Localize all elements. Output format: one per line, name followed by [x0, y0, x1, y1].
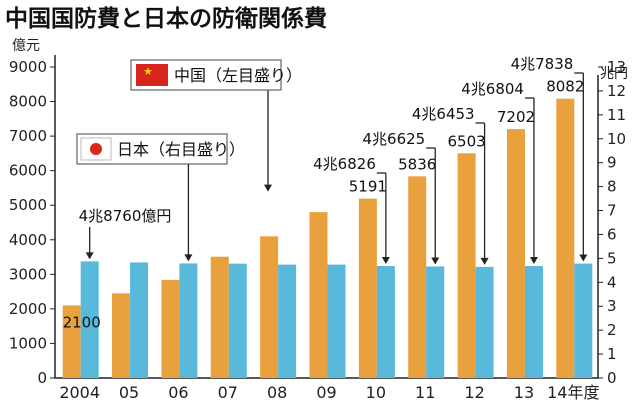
x-tick-label: 11: [415, 383, 435, 402]
japan-callout-arrow-arrowhead: [480, 257, 489, 265]
japan-callout-arrow-arrowhead: [85, 252, 94, 260]
japan-data-label: 4兆6453: [412, 105, 475, 123]
legend-japan-arrow-arrowhead: [184, 254, 193, 262]
legend-japan-note: （右目盛り）: [149, 140, 245, 159]
left-tick-label: 3000: [9, 265, 47, 283]
japan-bar: [80, 261, 99, 378]
japan-bar: [228, 263, 247, 378]
japan-bar: [327, 264, 346, 378]
left-tick-label: 8000: [9, 93, 47, 111]
legend: ★ 中国 （左目盛り） 日本 （右目盛り）: [76, 59, 302, 165]
x-tick-label: 09: [316, 383, 336, 402]
japan-data-label: 4兆6625: [363, 130, 426, 148]
japan-callout-arrow-arrowhead: [579, 254, 588, 262]
japan-bar: [376, 265, 395, 378]
callouts: 4兆8760億円 4兆6826 4兆6625 4兆6453 4兆6804 4兆7838: [79, 55, 588, 265]
legend-china-arrow-arrowhead: [264, 184, 272, 192]
x-tick-label: 14年度: [547, 383, 599, 402]
china-data-label: 8082: [546, 78, 584, 96]
left-tick-label: 4000: [9, 231, 47, 249]
japan-data-label: 4兆6826: [313, 155, 376, 173]
right-tick-label: 9: [607, 154, 617, 172]
china-data-label: 6503: [447, 132, 485, 150]
china-data-label: 2100: [63, 313, 101, 331]
right-tick-label: 0: [607, 369, 617, 387]
china-data-label: 5836: [398, 155, 436, 173]
right-axis-unit: 兆円: [600, 66, 628, 82]
right-tick-label: 7: [607, 202, 617, 220]
right-tick-label: 3: [607, 297, 617, 315]
x-tick-label: 2004: [59, 383, 100, 402]
china-bar: [556, 98, 575, 379]
right-tick-label: 8: [607, 178, 617, 196]
japan-bar: [426, 266, 445, 378]
left-tick-label: 1000: [9, 334, 47, 352]
x-tick-label: 13: [514, 383, 534, 402]
right-tick-label: 6: [607, 225, 617, 243]
left-tick-label: 5000: [9, 196, 47, 214]
right-tick-label: 12: [607, 82, 626, 100]
right-tick-label: 1: [607, 345, 617, 363]
japan-callout-arrow-arrowhead: [431, 257, 440, 265]
x-tick-label: 10: [366, 383, 386, 402]
left-tick-label: 6000: [9, 162, 47, 180]
right-tick-label: 13: [607, 58, 626, 76]
china-bar: [457, 153, 476, 378]
axes: 0100020003000400050006000700080009000012…: [9, 55, 626, 402]
left-tick-label: 2000: [9, 300, 47, 318]
chart-title: 中国国防費と日本の防衛関係費: [5, 5, 327, 32]
japan-data-label: 4兆6804: [461, 80, 524, 98]
china-bar: [112, 293, 131, 378]
data-labels: 2100 5191 5836 6503 7202 8082: [63, 78, 585, 332]
right-tick-label: 5: [607, 249, 617, 267]
japan-data-label: 4兆8760億円: [79, 207, 172, 225]
left-tick-label: 7000: [9, 127, 47, 145]
japan-bar: [179, 263, 198, 378]
x-tick-label: 07: [218, 383, 238, 402]
china-bar: [358, 198, 377, 378]
china-bar: [161, 279, 180, 378]
japan-bar: [475, 266, 494, 378]
japan-callout-arrow-arrowhead: [381, 256, 390, 264]
bars: [62, 98, 593, 379]
right-tick-label: 4: [607, 273, 617, 291]
legend-china-label: 中国: [174, 66, 206, 85]
x-tick-label: 06: [168, 383, 188, 402]
x-tick-label: 12: [464, 383, 484, 402]
japan-bar: [524, 266, 543, 378]
japan-bar: [278, 264, 297, 378]
right-tick-label: 2: [607, 321, 617, 339]
china-bar: [506, 129, 525, 378]
china-bar: [408, 176, 427, 378]
china-bar: [260, 236, 279, 378]
x-tick-label: 05: [119, 383, 139, 402]
china-data-label: 7202: [497, 108, 535, 126]
china-bar: [62, 305, 81, 378]
left-tick-label: 0: [37, 369, 47, 387]
japan-callout-arrow-arrowhead: [529, 257, 538, 265]
china-flag-star-icon: ★: [143, 65, 153, 78]
right-tick-label: 10: [607, 130, 626, 148]
china-data-label: 5191: [349, 178, 387, 196]
right-tick-label: 11: [607, 106, 626, 124]
legend-china-note: （左目盛り）: [206, 66, 302, 85]
x-tick-label: 08: [267, 383, 287, 402]
left-tick-label: 9000: [9, 58, 47, 76]
china-bar: [309, 212, 328, 378]
legend-japan-label: 日本: [117, 140, 149, 159]
japan-data-label: 4兆7838: [511, 55, 574, 73]
japan-bar: [130, 262, 149, 378]
japan-bar: [574, 263, 593, 378]
china-bar: [210, 256, 229, 378]
china-flag-icon: [136, 64, 168, 86]
japan-flag-sun-icon: [90, 143, 102, 155]
left-axis-unit: 億元: [12, 38, 40, 54]
